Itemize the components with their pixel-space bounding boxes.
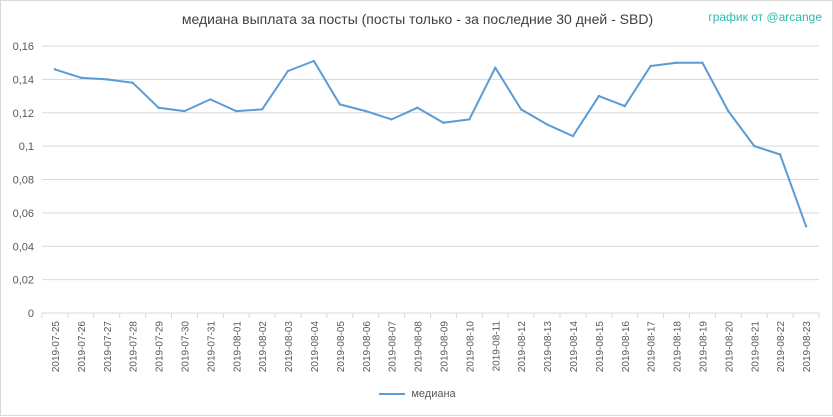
data-point [338,103,342,106]
series-line [54,60,807,228]
x-tick-label: 2019-07-28 [129,321,140,373]
y-tick-label: 0,08 [13,175,34,187]
x-tick-label: 2019-08-01 [232,321,243,373]
data-point [623,104,626,108]
x-tick-label: 2019-08-04 [310,321,321,373]
data-point [753,144,756,148]
y-tick-label: 0,06 [13,208,34,220]
data-point [468,118,471,121]
x-tick-label: 2019-08-14 [569,321,580,373]
data-point [209,98,212,101]
data-point [675,61,678,64]
x-tick-label: 2019-07-26 [77,321,88,373]
data-point [183,109,186,113]
data-point [804,225,808,228]
x-tick-label: 2019-08-20 [724,321,735,373]
y-tick-label: 0,1 [19,141,34,153]
y-tick-label: 0,12 [13,108,34,120]
data-point [571,134,575,138]
data-point [260,108,264,111]
chart-title: медиана выплата за посты (посты только -… [181,11,654,27]
x-tick-label: 2019-08-15 [595,321,606,373]
x-tick-label: 2019-08-18 [673,321,684,373]
x-tick-label: 2019-08-03 [284,321,295,373]
x-tick-label: 2019-08-21 [750,321,761,373]
x-tick-label: 2019-08-12 [517,321,528,373]
data-point [364,109,367,113]
data-point [79,76,83,79]
x-tick-label: 2019-08-22 [776,321,787,373]
x-tick-label: 2019-08-07 [388,321,399,373]
x-tick-label: 2019-08-13 [543,321,554,373]
data-point [105,78,108,81]
legend: медиана [1,388,833,400]
legend-label: медиана [411,388,456,400]
data-point [649,64,652,68]
legend-swatch [379,393,406,395]
data-point [442,121,445,124]
x-tick-label: 2019-08-05 [336,321,347,373]
data-point [286,69,290,73]
data-point [235,109,238,113]
x-tick-label: 2019-08-08 [414,321,425,373]
data-point [701,61,704,64]
y-tick-label: 0,04 [13,241,34,253]
x-tick-label: 2019-07-27 [103,321,114,373]
x-tick-label: 2019-08-11 [491,321,502,372]
y-tick-label: 0,02 [13,275,34,287]
x-tick-label: 2019-08-02 [258,321,269,373]
x-tick-label: 2019-07-29 [155,321,166,373]
y-tick-label: 0,16 [13,41,34,53]
data-point [519,108,523,111]
data-point [53,68,57,71]
x-tick-label: 2019-08-17 [647,321,658,373]
data-point [727,109,730,113]
x-tick-label: 2019-08-06 [362,321,373,373]
data-point [597,94,601,98]
x-tick-label: 2019-08-19 [698,321,709,373]
data-point [390,118,393,121]
data-point [494,66,497,69]
x-tick-label: 2019-08-16 [621,321,632,373]
x-tick-label: 2019-07-25 [51,321,62,373]
credit-label: график от @arcange [708,10,822,24]
x-tick-label: 2019-08-23 [802,321,813,373]
y-tick-label: 0,14 [13,74,34,86]
data-point [157,106,160,109]
x-tick-label: 2019-07-31 [206,321,217,373]
data-point [778,153,782,156]
data-point [131,81,134,84]
x-tick-label: 2019-07-30 [180,321,191,373]
x-tick-label: 2019-08-10 [465,321,476,373]
y-tick-label: 0 [28,308,34,320]
x-tick-label: 2019-08-09 [439,321,450,373]
data-point [545,123,549,126]
data-point [416,106,419,109]
data-point [312,59,316,63]
